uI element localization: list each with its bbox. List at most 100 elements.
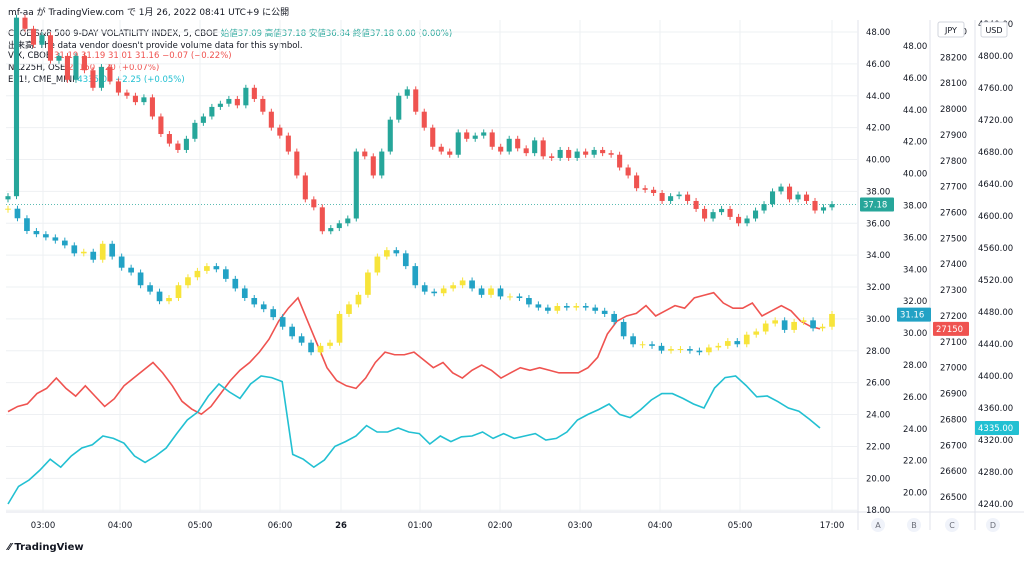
legend-vix[interactable]: VIX, CBOE 31.19 31.19 31.01 31.16 −0.07 … — [8, 51, 232, 61]
vix-candle — [781, 320, 788, 330]
scale-a-tick: 34.00 — [866, 251, 890, 261]
time-tick-label: 17:00 — [820, 521, 845, 531]
vix9d-candle — [209, 106, 215, 117]
vix-candle — [61, 240, 68, 246]
vix-candle — [478, 288, 485, 295]
vix9d-candle — [523, 148, 529, 154]
legend-nk[interactable]: NK225H, OSE 27150 +20 (+0.07%) — [8, 63, 159, 73]
legend-main-ohlc: 始値37.09 高値37.18 安値36.84 終値37.18 0.00 (0.… — [220, 29, 453, 39]
vix-candle — [90, 251, 97, 260]
scale-b-tick: 26.00 — [903, 393, 927, 403]
scale-button-b — [907, 518, 921, 532]
vix-candle — [639, 344, 646, 346]
vix9d-candle — [778, 186, 784, 192]
vix9d-candle — [642, 188, 648, 190]
vix9d-candle — [370, 156, 376, 176]
vix-candle — [668, 349, 674, 351]
vix-candle — [402, 253, 409, 267]
scale-c-tick: 28100 — [940, 79, 967, 89]
currency-usd-box — [980, 21, 1008, 38]
legend-main[interactable]: CBOE S&P 500 9-DAY VOLATILITY INDEX, 5, … — [8, 27, 452, 39]
scale-button-a — [871, 518, 885, 532]
vix-candle — [507, 296, 513, 298]
vix-candle — [734, 341, 741, 345]
time-tick-label: 03:00 — [31, 521, 56, 531]
vix-candle — [336, 313, 343, 343]
vix-candle — [772, 320, 779, 324]
scale-b-tick: 32.00 — [903, 297, 927, 307]
vix-candle — [459, 280, 466, 286]
legend-vix-values: 31.19 31.19 31.01 31.16 −0.07 (−0.22%) — [53, 51, 232, 61]
vix-candle — [800, 320, 807, 322]
vix9d-candle — [5, 196, 11, 200]
vix-candle — [109, 243, 116, 257]
vix-candle — [469, 280, 475, 289]
badge-vix-bg — [897, 307, 931, 322]
vix9d-candle — [820, 207, 827, 211]
vix9d-candle — [336, 223, 342, 229]
vix9d-candle — [455, 132, 461, 155]
scale-button-label: D — [990, 521, 996, 530]
badge-nk-bg — [933, 321, 969, 336]
vix-candle — [260, 304, 267, 310]
vix9d-candle — [676, 194, 682, 197]
vix9d-candle — [328, 228, 334, 232]
vix9d-candle — [685, 194, 691, 201]
legend-volume-notice: 出来高: The data vendor doesn't provide vol… — [8, 39, 303, 51]
time-tick-label: 05:00 — [188, 521, 213, 531]
chart-canvas[interactable]: 03:00 04:00 05:00 06:00 26 01:00 02:00 03:00 04:… — [0, 0, 1024, 540]
vix-candle — [526, 298, 532, 305]
vix-candle — [649, 344, 655, 346]
vix-candle — [355, 294, 362, 305]
legend-nk-values: 27150 +20 (+0.07%) — [68, 63, 160, 73]
vix-candle — [630, 336, 636, 345]
vix9d-candle — [498, 146, 504, 152]
vix-candle — [687, 349, 693, 351]
vix9d-candle — [472, 135, 478, 139]
scale-b-tick: 28.00 — [903, 361, 927, 371]
scale-b-tick: 42.00 — [903, 138, 927, 148]
scale-button-label: A — [875, 521, 881, 530]
scale-a-tick: 22.00 — [866, 442, 890, 452]
vix9d-candle — [583, 151, 589, 155]
vix-candle — [393, 250, 400, 254]
vix9d-candle — [200, 116, 206, 123]
vix-candle — [194, 270, 201, 278]
vix9d-candle — [353, 151, 359, 219]
vix9d-candle — [47, 35, 54, 61]
vix9d-candle — [158, 116, 164, 135]
scale-a-tick: 26.00 — [866, 379, 890, 389]
vix-candle — [166, 298, 172, 302]
vix-candle — [289, 326, 295, 337]
footer-brand[interactable]: ⁄⁄ TradingView — [8, 542, 84, 553]
scale-b-tick: 36.00 — [903, 233, 927, 243]
scale-d-tick: 4440.00 — [978, 340, 1013, 350]
vix-candle — [384, 250, 390, 257]
vix9d-candle — [277, 127, 283, 136]
currency-jpy-label: JPY — [944, 26, 957, 35]
scale-d-tick: 4680.00 — [978, 148, 1013, 158]
scale-c-tick: 27800 — [940, 157, 967, 167]
badge-vix9d: 37.18 — [863, 200, 887, 210]
vix-candle — [128, 267, 134, 273]
scale-b-tick: 48.00 — [903, 42, 927, 52]
vix-candle — [573, 305, 580, 308]
legend-es[interactable]: ES1!, CME_MINI 4335.00 +2.25 (+0.05%) — [8, 75, 185, 85]
vix9d-candle — [226, 98, 232, 104]
vix-candle — [213, 266, 220, 270]
vix9d-candle — [294, 151, 300, 176]
vix9d-candle — [183, 138, 189, 150]
vix-candle — [52, 237, 59, 241]
vix9d-candle — [311, 199, 317, 208]
vix-candle — [374, 256, 381, 273]
time-tick-label: 26 — [335, 521, 347, 531]
badge-vix: 31.16 — [900, 311, 924, 321]
vix-candle — [156, 291, 163, 302]
vix9d-candle — [659, 192, 665, 201]
vix-candle — [762, 323, 769, 332]
scale-a-tick: 40.00 — [866, 156, 890, 166]
vix9d-candle — [166, 134, 172, 144]
vix9d-candle — [260, 98, 266, 112]
vix-candle — [33, 231, 40, 235]
vix-candle — [431, 291, 438, 294]
